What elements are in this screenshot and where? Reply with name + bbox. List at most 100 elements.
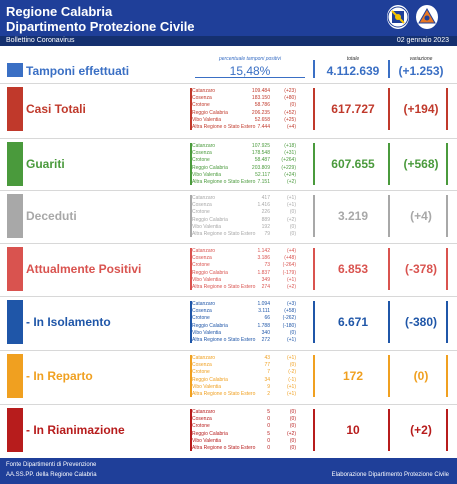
- section-separator: [0, 404, 457, 405]
- tot-label: totale: [346, 56, 360, 62]
- province-delta: (-264): [282, 262, 296, 269]
- footer-source: Fonte Dipartimenti di Prevenzione: [6, 462, 97, 468]
- section-prov-line: [190, 248, 192, 290]
- province-value: 178.548: [251, 150, 270, 157]
- province-name: Vibo Valentia: [192, 223, 222, 230]
- section-separator: [0, 350, 457, 351]
- province-value: 889: [261, 216, 270, 223]
- province-value: 3.111: [258, 308, 270, 315]
- section-total: 10: [346, 423, 360, 437]
- tamponi-bar: [7, 63, 23, 77]
- province-value: 5: [267, 409, 270, 415]
- province-name: Vibo Valentia: [192, 437, 222, 444]
- province-name: Altra Regione o Stato Estero: [192, 337, 256, 343]
- province-name: Vibo Valentia: [192, 116, 222, 123]
- section-4: - In Isolamento Catanzaro 1.094 (+3) Cosenza…: [0, 296, 457, 348]
- section-color-bar: [7, 87, 23, 131]
- province-value: 58.786: [254, 102, 270, 109]
- section-divider: [388, 248, 390, 290]
- section-2: Deceduti Catanzaro 417 (+1) Cosenza 1.416 (+1)…: [0, 190, 457, 242]
- province-delta: (0): [289, 223, 296, 230]
- province-name: Altra Regione o Stato Estero: [192, 284, 256, 290]
- section-total: 6.671: [337, 315, 369, 329]
- province-value: 1.837: [257, 269, 270, 276]
- province-list: Catanzaro 1.142 (+4) Cosenza 3.186 (+48) Croto…: [188, 248, 302, 290]
- province-delta: (+3): [286, 301, 296, 307]
- province-value: 1.416: [257, 202, 270, 209]
- province-delta: (+31): [284, 150, 296, 157]
- province-value: 203.809: [251, 164, 270, 171]
- province-delta: (+4): [286, 124, 296, 130]
- province-value: 0: [267, 416, 270, 423]
- section-color-bar: [7, 194, 23, 238]
- province-value: 3.186: [257, 255, 270, 262]
- province-value: 77: [264, 362, 270, 369]
- section-divider: [388, 409, 390, 451]
- province-name: Altra Regione o Stato Estero: [192, 124, 256, 130]
- province-delta: (-180): [282, 322, 296, 329]
- header: Regione Calabria Dipartimento Protezione…: [0, 0, 457, 46]
- section-prov-line: [190, 143, 192, 185]
- province-value: 52.658: [254, 116, 270, 123]
- protezione-civile-logo-icon: [416, 5, 438, 29]
- regione-calabria-logo-icon: [387, 5, 409, 29]
- province-name: Crotone: [192, 369, 210, 376]
- province-name: Cosenza: [192, 416, 212, 423]
- section-separator: [0, 243, 457, 244]
- province-list: Catanzaro 5 (0) Cosenza 0 (0) Crotone 0 (0) Reggi…: [188, 409, 302, 451]
- province-delta: (+229): [281, 164, 296, 171]
- province-delta: (+1): [286, 355, 296, 361]
- province-name: Catanzaro: [192, 301, 216, 307]
- province-list: Catanzaro 43 (+1) Cosenza 77 (0) Crotone 7 (-2) R…: [188, 355, 302, 397]
- section-6: - In Rianimazione Catanzaro 5 (0) Cosenza 0 (0…: [0, 404, 457, 456]
- province-name: Cosenza: [192, 95, 212, 102]
- province-delta: (-2): [288, 369, 296, 376]
- section-separator: [0, 138, 457, 139]
- province-name: Crotone: [192, 209, 210, 216]
- province-name: Cosenza: [192, 150, 212, 157]
- province-value: 274: [261, 284, 270, 290]
- pct-underline: [195, 77, 305, 78]
- section-total: 172: [342, 369, 364, 383]
- section-prov-line: [190, 301, 192, 343]
- province-value: 107.925: [251, 143, 270, 149]
- province-delta: (0): [289, 437, 296, 444]
- province-delta: (+1): [286, 276, 296, 283]
- section-variation: (+194): [403, 102, 439, 116]
- section-separator: [0, 296, 457, 297]
- province-name: Reggio Calabria: [192, 322, 228, 329]
- section-variation: (+2): [410, 423, 432, 437]
- province-value: 5: [267, 430, 270, 437]
- province-value: 2: [267, 391, 270, 397]
- section-divider: [313, 409, 315, 451]
- province-name: Reggio Calabria: [192, 376, 228, 383]
- section-variation: (-380): [404, 315, 437, 329]
- province-name: Reggio Calabria: [192, 164, 228, 171]
- tamponi-divider: [313, 60, 315, 78]
- province-delta: (0): [289, 445, 296, 451]
- province-name: Altra Regione o Stato Estero: [192, 231, 256, 237]
- province-value: 109.484: [251, 88, 270, 94]
- province-list: Catanzaro 417 (+1) Cosenza 1.416 (+1) Crotone 2…: [188, 195, 302, 237]
- footer: Fonte Dipartimenti di Prevenzione AA.SS.…: [0, 458, 457, 484]
- province-delta: (+80): [284, 95, 296, 102]
- footer-asp: AA.SS.PP. della Regione Calabria: [6, 472, 97, 478]
- province-value: 0: [267, 423, 270, 430]
- province-value: 349: [261, 276, 270, 283]
- province-value: 1.142: [257, 248, 270, 254]
- province-delta: (+2): [286, 430, 296, 437]
- tamponi-row: Tamponi effettuati percentuale tamponi p…: [0, 54, 457, 84]
- province-value: 7: [267, 369, 270, 376]
- province-delta: (+1): [286, 383, 296, 390]
- province-delta: (0): [289, 102, 296, 109]
- province-name: Cosenza: [192, 202, 212, 209]
- section-5: - In Reparto Catanzaro 43 (+1) Cosenza 77 (0) C…: [0, 350, 457, 402]
- province-name: Cosenza: [192, 308, 212, 315]
- province-value: 66: [264, 315, 270, 322]
- province-name: Cosenza: [192, 362, 212, 369]
- section-divider: [388, 143, 390, 185]
- province-delta: (0): [289, 362, 296, 369]
- section-divider: [313, 248, 315, 290]
- province-delta: (+1): [286, 391, 296, 397]
- section-prov-line: [190, 355, 192, 397]
